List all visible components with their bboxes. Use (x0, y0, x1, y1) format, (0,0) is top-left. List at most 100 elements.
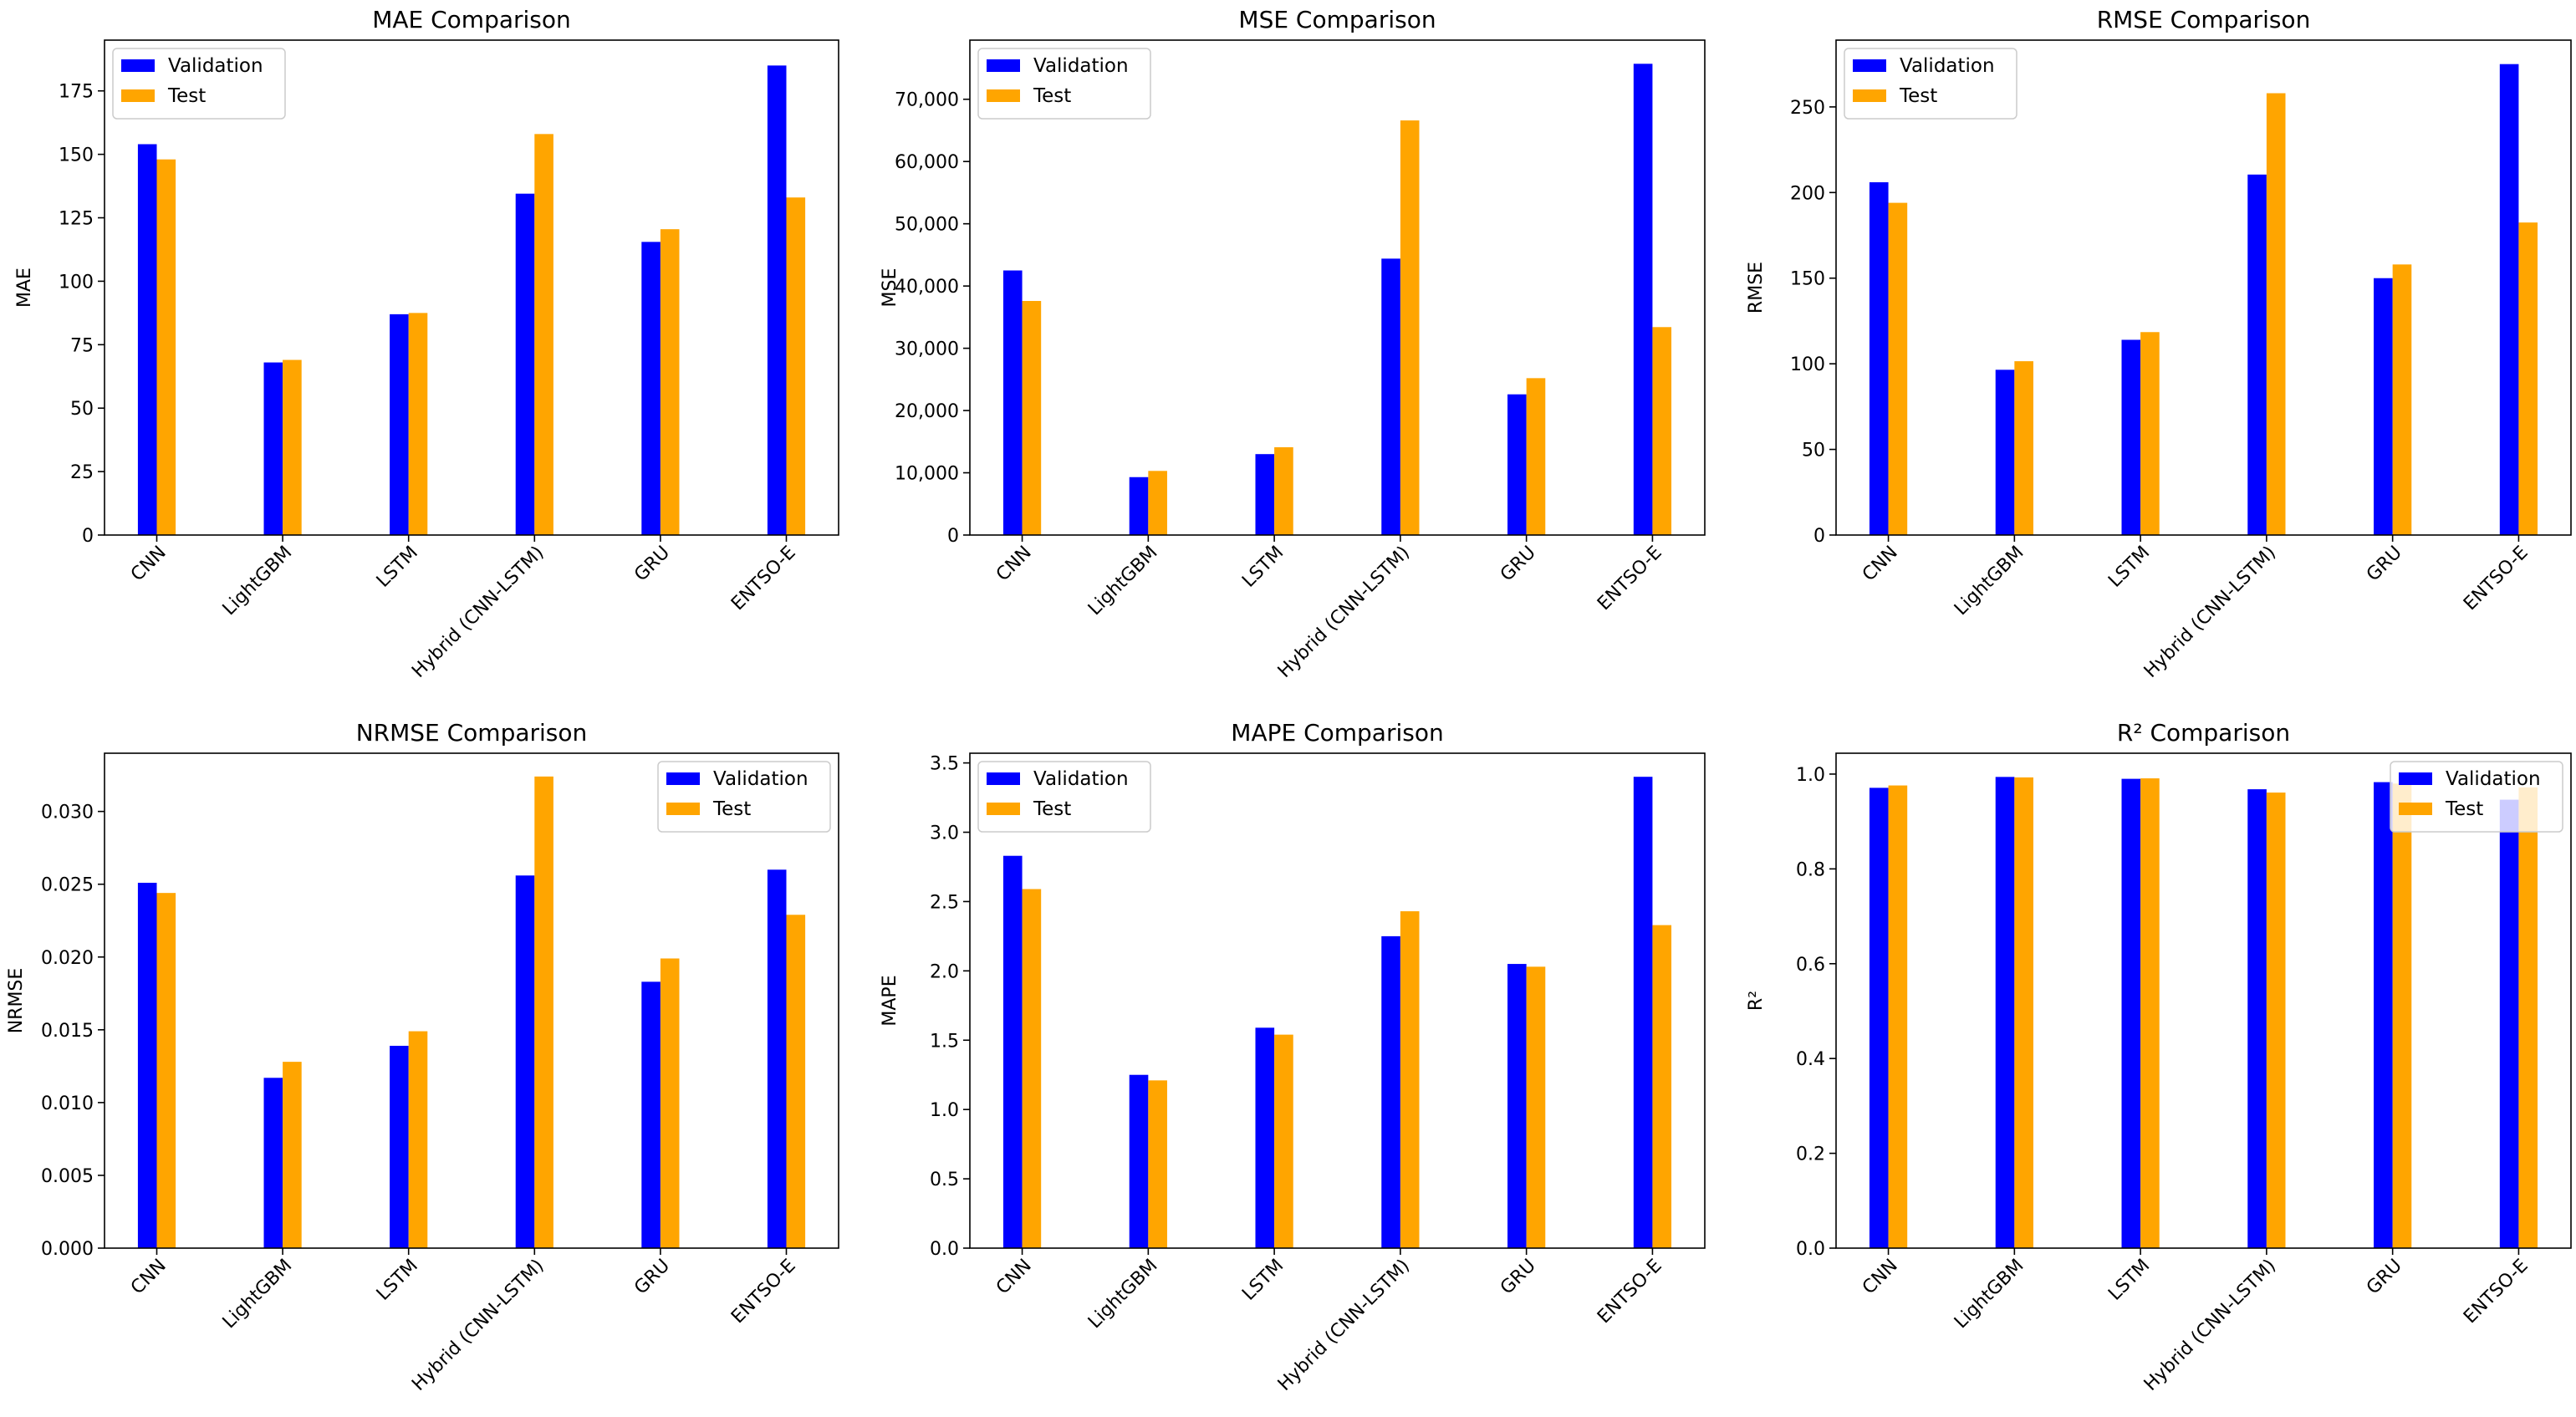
chart-mse: 0 10,000 20,000 30,000 40,000 50,000 60,000 70,… (880, 6, 1706, 682)
bar-validation-hybrid-cnn-lstm (515, 875, 535, 1248)
bar-validation-gru (2374, 782, 2393, 1248)
bar-validation-lstm (1255, 454, 1275, 535)
bar-test-gru (2392, 783, 2412, 1248)
y-tick-label: 3.0 (930, 823, 959, 844)
x-tick-label-hybrid-cnn-lstm: Hybrid (CNN-LSTM) (2140, 543, 2280, 682)
bar-test-lstm (408, 313, 428, 535)
bar-validation-cnn (1869, 182, 1889, 536)
x-tick-label-hybrid-cnn-lstm: Hybrid (CNN-LSTM) (2140, 1256, 2280, 1395)
y-tick-label: 150 (1790, 269, 1825, 290)
bar-test-lstm (408, 1031, 428, 1248)
bar-validation-hybrid-cnn-lstm (1381, 258, 1400, 535)
bar-validation-entso-e (767, 65, 787, 536)
legend: Validation Test (1844, 48, 2017, 120)
legend-swatch-test (2399, 803, 2432, 815)
bar-test-entso-e (1652, 327, 1672, 535)
bar-validation-cnn (137, 144, 157, 535)
legend: Validation Test (977, 48, 1151, 120)
y-tick-label: 25 (70, 462, 94, 483)
bar-validation-gru (1507, 964, 1527, 1248)
bar-test-entso-e (2518, 222, 2538, 535)
y-tick-label: 100 (1790, 354, 1825, 375)
x-tick-label-lstm: LSTM (373, 1256, 422, 1305)
legend-swatch-test (987, 89, 1020, 102)
bar-validation-entso-e (1633, 777, 1653, 1248)
x-tick-label-lstm: LSTM (1238, 1256, 1288, 1305)
bar-test-hybrid-cnn-lstm (534, 134, 553, 536)
y-tick-label: 2.0 (930, 961, 959, 982)
axes-frame (104, 39, 839, 536)
y-tick-label: 125 (59, 209, 94, 230)
bar-validation-hybrid-cnn-lstm (2247, 174, 2267, 535)
y-tick-label: 50 (70, 399, 94, 420)
bar-validation-hybrid-cnn-lstm (1381, 935, 1400, 1248)
y-axis-label: R² (1746, 991, 1767, 1011)
chart-title: MAE Comparison (372, 6, 571, 33)
chart-r2: 0.0 0.2 0.4 0.6 0.8 1.0 CNN LightGBM LSTMHybrid … (1746, 719, 2572, 1395)
bar-test-entso-e (786, 915, 806, 1248)
bar-validation-gru (641, 242, 661, 535)
legend-label-test: Test (2445, 798, 2483, 820)
axes-frame (1835, 39, 2572, 536)
y-axis-label: RMSE (1746, 262, 1767, 313)
legend-label-validation: Validation (713, 768, 809, 790)
x-tick-label-lightgbm: LightGBM (1084, 543, 1162, 620)
legend-label-test: Test (1033, 798, 1071, 820)
axes-frame (1835, 752, 2572, 1249)
x-tick-label-entso-e: ENTSO-E (1594, 543, 1666, 615)
y-tick-label: 0.0 (1796, 1239, 1825, 1260)
bar-validation-hybrid-cnn-lstm (2247, 789, 2267, 1248)
x-tick-label-cnn: CNN (127, 543, 171, 586)
bar-test-gru (660, 229, 680, 535)
bar-validation-cnn (1869, 788, 1889, 1248)
bar-test-hybrid-cnn-lstm (534, 776, 553, 1248)
y-tick-label: 0.015 (41, 1021, 94, 1042)
bar-validation-gru (641, 981, 661, 1248)
bar-test-lightgbm (1148, 1080, 1167, 1248)
legend-swatch-validation (2399, 772, 2432, 785)
legend-swatch-validation (987, 772, 1020, 785)
chart-mape: 0.0 0.5 1.0 1.5 2.0 2.5 3.0 3.5 CNN LightGBM LSTMH… (880, 719, 1706, 1395)
bar-test-lstm (1274, 447, 1293, 535)
legend-box (657, 761, 831, 833)
legend-label-test: Test (167, 85, 206, 107)
x-tick-label-gru: GRU (2363, 543, 2406, 586)
x-tick-label-cnn: CNN (992, 1256, 1036, 1299)
bar-validation-entso-e (2499, 799, 2519, 1248)
y-tick-label: 0.2 (1796, 1144, 1825, 1165)
x-tick-label-entso-e: ENTSO-E (2460, 1256, 2533, 1328)
y-tick-label: 10,000 (895, 464, 959, 485)
x-tick-label-lightgbm: LightGBM (219, 543, 297, 620)
y-tick-label: 75 (70, 335, 94, 356)
bar-validation-gru (2374, 278, 2393, 535)
bar-test-gru (660, 958, 680, 1248)
legend-box (977, 761, 1151, 833)
bar-validation-entso-e (767, 869, 787, 1248)
y-tick-label: 200 (1790, 183, 1825, 204)
bar-test-entso-e (1652, 925, 1672, 1248)
y-tick-label: 0.020 (41, 948, 94, 969)
chart-title: MAPE Comparison (1231, 719, 1443, 747)
bar-validation-lstm (2121, 339, 2141, 535)
bar-test-lightgbm (283, 1062, 302, 1248)
axes-frame (969, 752, 1706, 1249)
bar-validation-lightgbm (263, 1078, 283, 1248)
y-tick-label: 0 (947, 526, 959, 547)
x-tick-label-cnn: CNN (992, 543, 1036, 586)
y-tick-label: 0.4 (1796, 1049, 1825, 1070)
bar-validation-lstm (1255, 1027, 1275, 1248)
bar-test-hybrid-cnn-lstm (2266, 93, 2286, 536)
legend-label-test: Test (1033, 85, 1071, 107)
bar-validation-lstm (390, 313, 409, 535)
y-tick-label: 50,000 (895, 215, 959, 236)
bar-test-cnn (1022, 889, 1042, 1248)
legend-swatch-test (987, 803, 1020, 815)
x-tick-label-cnn: CNN (127, 1256, 171, 1299)
y-tick-label: 0 (82, 526, 94, 547)
legend: Validation Test (112, 48, 286, 120)
x-tick-label-entso-e: ENTSO-E (2460, 543, 2533, 615)
legend-label-validation: Validation (1033, 768, 1129, 790)
axes-frame (104, 752, 839, 1249)
y-tick-label: 150 (59, 145, 94, 166)
y-tick-label: 2.5 (930, 892, 959, 913)
